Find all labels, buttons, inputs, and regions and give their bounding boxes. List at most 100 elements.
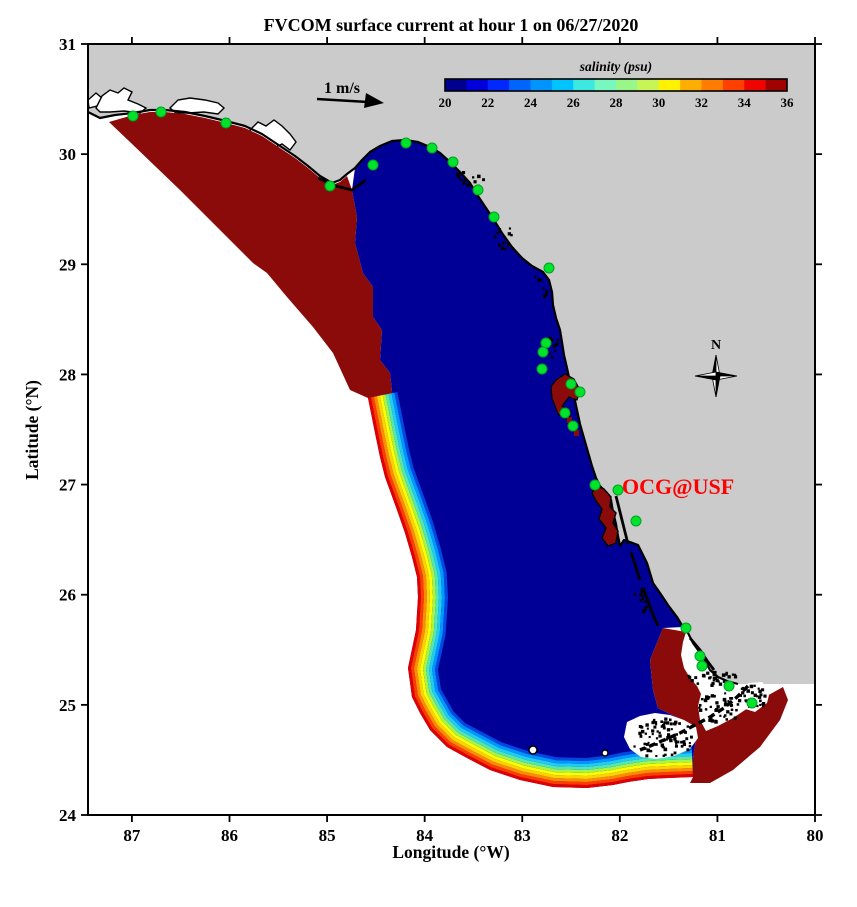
island-speckle: [733, 675, 738, 679]
scale-arrow-shaft: [316, 97, 369, 104]
island-speckle: [463, 178, 467, 182]
island-speckle: [735, 708, 738, 712]
island-speckle: [758, 689, 762, 694]
island-speckle: [759, 699, 762, 703]
island-speckle: [643, 742, 647, 746]
island-speckle: [639, 734, 643, 738]
island-speckle: [655, 723, 658, 726]
y-tick-label: 29: [59, 255, 76, 274]
island-speckle: [660, 720, 663, 724]
island-speckle: [727, 700, 730, 703]
colorbar-segment: [616, 79, 638, 91]
island-speckle: [688, 741, 691, 744]
island-speckle: [455, 173, 459, 177]
x-tick-label: 80: [807, 826, 824, 845]
island-speckle: [722, 697, 727, 702]
island-speckle: [661, 745, 665, 749]
island-speckle: [730, 703, 734, 707]
y-tick-label: 26: [59, 586, 76, 605]
island-speckle: [641, 609, 645, 613]
colorbar-frame: [444, 78, 788, 92]
colorbar-segment: [637, 79, 660, 91]
barrier-island: [614, 495, 630, 545]
island-speckle: [550, 338, 554, 342]
island-speckle: [753, 684, 756, 687]
station-dot: [696, 660, 708, 672]
station-dot: [127, 110, 139, 122]
island-speckle: [506, 243, 511, 247]
island-speckle: [688, 744, 692, 748]
island-speckle: [458, 172, 461, 176]
island-speckle: [668, 718, 672, 722]
island-speckle: [675, 733, 679, 736]
island-speckle: [714, 720, 718, 724]
island-speckle: [638, 731, 642, 736]
island-speckle: [686, 748, 690, 752]
island-speckle: [723, 702, 728, 707]
island-speckle: [638, 724, 642, 729]
island-speckle: [737, 698, 742, 703]
island-speckle: [715, 708, 719, 712]
island-speckle: [673, 751, 677, 755]
island-speckle: [674, 740, 677, 743]
island-speckle: [703, 698, 708, 703]
island-speckle: [680, 744, 684, 748]
island-speckle: [682, 740, 686, 744]
colorbar-tick-label: 24: [524, 95, 538, 110]
station-dot: [400, 137, 412, 149]
island-speckle: [713, 694, 716, 698]
colorbar-segment: [551, 79, 574, 91]
island-speckle: [641, 597, 644, 601]
colorbar-segment: [573, 79, 596, 91]
island-speckle: [685, 737, 689, 741]
island-speckle: [665, 738, 668, 741]
compass-rose: [694, 354, 738, 398]
station-dot: [447, 156, 459, 168]
colorbar-segment: [680, 79, 702, 91]
island-speckle: [645, 754, 649, 758]
island-speckle: [673, 737, 677, 741]
station-dot: [680, 622, 692, 634]
island-speckle: [763, 694, 767, 698]
station-dot: [567, 420, 579, 432]
station-dot: [565, 378, 577, 390]
station-dot: [630, 515, 642, 527]
x-tick-label: 81: [709, 826, 726, 845]
island-speckle: [706, 671, 710, 675]
island-speckle: [713, 676, 718, 680]
island-speckle: [507, 232, 512, 236]
x-tick-label: 82: [611, 826, 628, 845]
island-speckle: [660, 725, 664, 728]
x-tick-label: 83: [514, 826, 531, 845]
coastal-bay: [95, 87, 148, 114]
island-speckle: [640, 589, 645, 594]
island-speckle: [725, 718, 729, 721]
island-speckle: [675, 742, 678, 745]
small-island: [601, 749, 609, 757]
island-speckle: [639, 599, 643, 602]
island-speckle: [550, 355, 554, 359]
island-speckle: [639, 593, 643, 597]
island-speckle: [724, 692, 727, 695]
island-speckle: [477, 174, 481, 179]
station-dot: [746, 697, 758, 709]
island-speckle: [651, 733, 654, 736]
island-speckle: [644, 600, 647, 603]
island-speckle: [726, 710, 730, 714]
island-speckle: [709, 676, 712, 679]
island-speckle: [680, 740, 683, 744]
island-speckle: [730, 708, 734, 712]
island-speckle: [723, 715, 726, 718]
colorbar-segment: [530, 79, 553, 91]
island-speckle: [667, 733, 671, 737]
island-speckle: [548, 336, 553, 341]
island-speckle: [556, 338, 560, 342]
compass-arm-light: [694, 371, 717, 377]
island-speckle: [653, 725, 657, 729]
island-speckle: [689, 735, 693, 739]
island-speckle: [743, 694, 746, 698]
y-tick-label: 31: [59, 35, 76, 54]
island-speckle: [666, 728, 670, 732]
station-dot: [694, 650, 706, 662]
